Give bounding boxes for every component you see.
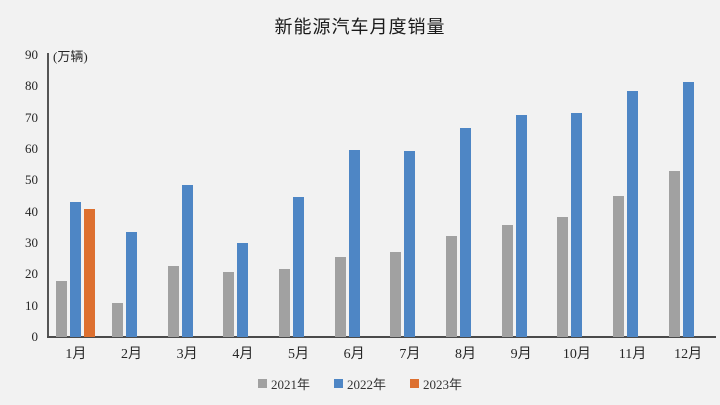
x-axis-line bbox=[47, 336, 716, 338]
y-tick-label: 10 bbox=[25, 297, 38, 313]
bar-2022年-2月 bbox=[126, 232, 137, 337]
bar-2022年-11月 bbox=[627, 90, 638, 337]
legend-item-2023年: 2023年 bbox=[410, 374, 462, 393]
legend-item-2022年: 2022年 bbox=[333, 374, 386, 393]
x-category-label: 4月 bbox=[232, 347, 254, 362]
bar-2022年-5月 bbox=[293, 196, 304, 337]
y-tick-label: 0 bbox=[31, 329, 39, 344]
bar-2023年-1月 bbox=[84, 209, 96, 337]
bar-2021年-3月 bbox=[167, 266, 179, 337]
legend-swatch-icon bbox=[333, 379, 343, 388]
bar-2022年-10月 bbox=[571, 113, 583, 337]
x-category-label: 10月 bbox=[562, 347, 591, 362]
bar-2021年-9月 bbox=[501, 225, 513, 337]
bar-2022年-1月 bbox=[70, 201, 82, 337]
y-tick-label: 90 bbox=[25, 47, 38, 62]
bar-2021年-10月 bbox=[557, 216, 569, 337]
y-axis-line bbox=[47, 53, 49, 337]
x-category-label: 5月 bbox=[287, 347, 309, 362]
y-axis-unit-label: (万辆) bbox=[53, 49, 88, 64]
x-category-label: 8月 bbox=[454, 347, 476, 362]
x-category-label: 6月 bbox=[343, 347, 365, 362]
legend-label: 2023年 bbox=[423, 377, 463, 392]
bar-2021年-8月 bbox=[446, 236, 457, 337]
y-tick-label: 30 bbox=[25, 235, 38, 250]
legend-swatch-icon bbox=[257, 379, 267, 388]
bar-2021年-6月 bbox=[334, 256, 346, 337]
y-tick-label: 60 bbox=[25, 141, 38, 156]
bar-2021年-5月 bbox=[279, 269, 290, 337]
bar-2022年-8月 bbox=[460, 128, 471, 337]
x-category-label: 2月 bbox=[120, 347, 142, 362]
x-category-label: 12月 bbox=[674, 347, 703, 362]
chart-legend: 2021年 2022年 2023年 bbox=[0, 374, 720, 393]
x-category-label: 11月 bbox=[618, 347, 647, 362]
y-tick-label: 50 bbox=[25, 172, 38, 188]
x-category-label: 3月 bbox=[176, 347, 198, 362]
legend-label: 2022年 bbox=[346, 377, 386, 392]
bar-2021年-11月 bbox=[613, 196, 624, 337]
bar-2022年-6月 bbox=[348, 150, 360, 337]
bar-2021年-12月 bbox=[668, 170, 680, 337]
bar-2022年-3月 bbox=[181, 185, 193, 337]
bar-2021年-1月 bbox=[56, 280, 68, 337]
y-tick-label: 20 bbox=[25, 266, 38, 282]
x-category-label: 7月 bbox=[399, 347, 421, 362]
chart-title: 新能源汽车月度销量 bbox=[274, 17, 446, 37]
bar-2022年-9月 bbox=[515, 115, 527, 337]
legend-swatch-icon bbox=[410, 379, 419, 388]
legend-item-2021年: 2021年 bbox=[257, 374, 310, 393]
bar-2021年-7月 bbox=[390, 252, 402, 337]
y-tick-label: 40 bbox=[25, 203, 38, 219]
legend-label: 2021年 bbox=[270, 377, 310, 392]
bar-2022年-12月 bbox=[682, 81, 694, 337]
x-category-label: 1月 bbox=[65, 347, 87, 362]
bar-2022年-4月 bbox=[237, 243, 249, 337]
bar-2022年-7月 bbox=[404, 151, 416, 337]
x-category-label: 9月 bbox=[510, 347, 532, 362]
y-tick-label: 70 bbox=[25, 109, 38, 125]
bar-2021年-2月 bbox=[112, 302, 123, 337]
bar-2021年-4月 bbox=[223, 272, 235, 337]
y-tick-label: 80 bbox=[25, 78, 38, 94]
